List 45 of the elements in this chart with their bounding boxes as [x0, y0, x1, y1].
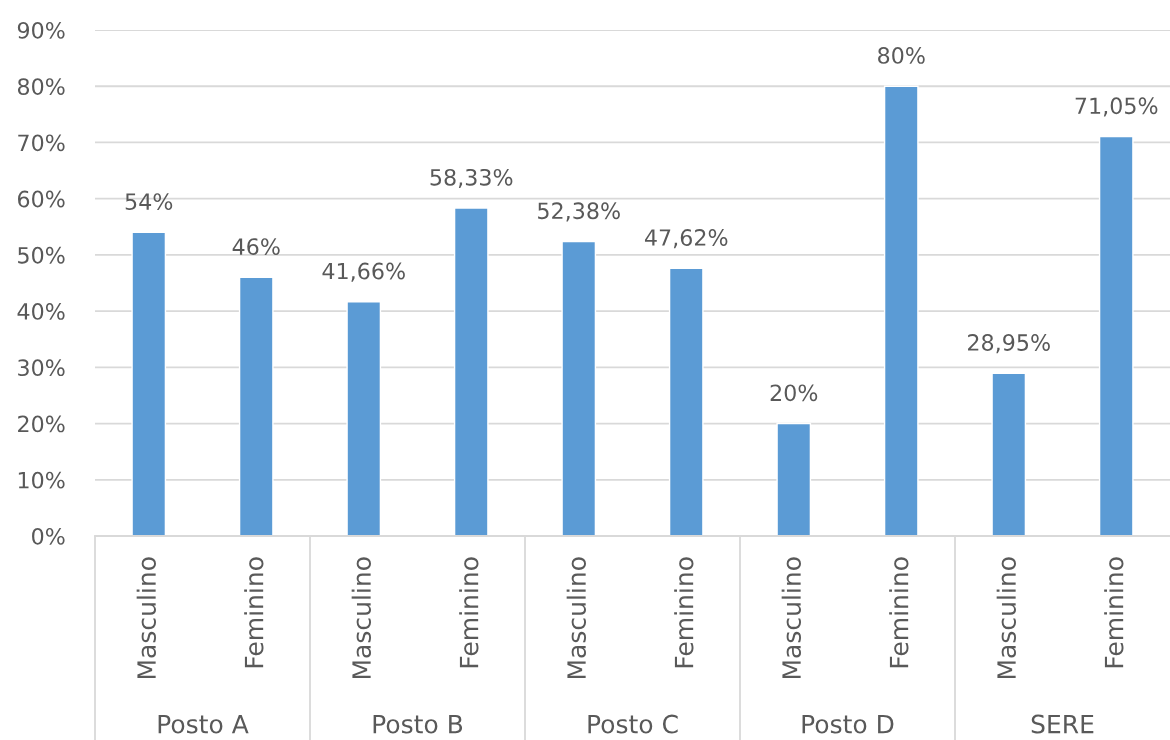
data-label: 46% — [232, 238, 280, 256]
x-tick-label: Feminino — [459, 557, 479, 668]
y-tick-label: 40% — [17, 303, 65, 320]
text: Posto B — [373, 714, 463, 734]
y-tick-label: 50% — [18, 246, 65, 264]
bar — [776, 422, 812, 536]
text: SERE — [1031, 714, 1094, 734]
data-label: 58,33% — [430, 168, 513, 188]
bar — [346, 301, 382, 536]
y-tick-label: 30% — [18, 359, 65, 377]
bar — [1098, 135, 1134, 536]
y-tick-label: 20% — [18, 415, 65, 433]
x-tick-label: Masculino — [781, 557, 801, 679]
data-label: 41,66% — [322, 262, 405, 282]
bar — [131, 231, 167, 536]
y-tick-label: 0% — [32, 527, 65, 545]
text: Posto A — [158, 714, 249, 734]
data-label: 52,38% — [538, 202, 620, 222]
x-tick-label: Feminino — [1104, 557, 1124, 668]
data-label: 80% — [878, 47, 925, 64]
y-tick-label: 60% — [17, 190, 65, 208]
data-label: 71,05% — [1075, 97, 1158, 117]
bar — [561, 240, 597, 536]
text: Posto C — [588, 714, 678, 734]
y-tick-label: 70% — [18, 134, 65, 152]
y-tick-label: 90% — [17, 21, 65, 39]
x-tick-label: Masculino — [136, 557, 156, 679]
x-tick-label: Masculino — [996, 557, 1016, 679]
data-label: 20% — [770, 384, 818, 402]
y-tick-label: 80% — [17, 78, 65, 95]
x-tick-label: Feminino — [244, 557, 264, 668]
data-label: 54% — [125, 193, 173, 211]
data-label: 47,62% — [644, 229, 728, 249]
x-tick-label: Masculino — [566, 557, 586, 679]
data-label: 28,95% — [968, 334, 1050, 354]
bar — [453, 207, 489, 536]
text: Posto D — [802, 714, 894, 734]
bar — [668, 267, 704, 536]
bar — [238, 276, 274, 536]
x-tick-label: Masculino — [351, 557, 371, 679]
x-tick-label: Feminino — [889, 557, 909, 668]
y-tick-label: 10% — [18, 471, 65, 489]
bar — [883, 85, 919, 536]
x-tick-label: Feminino — [674, 557, 694, 668]
bar — [991, 372, 1027, 536]
